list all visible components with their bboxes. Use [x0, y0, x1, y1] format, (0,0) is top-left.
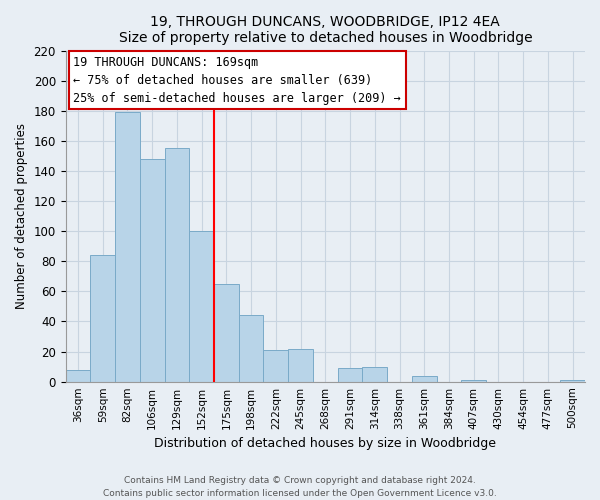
Bar: [164, 148, 190, 382]
Bar: [461, 380, 486, 382]
Bar: [412, 376, 437, 382]
Bar: [65, 370, 91, 382]
Y-axis label: Number of detached properties: Number of detached properties: [15, 123, 28, 309]
Bar: [560, 380, 585, 382]
Bar: [190, 231, 214, 382]
Bar: [214, 284, 239, 382]
Text: Contains HM Land Registry data © Crown copyright and database right 2024.
Contai: Contains HM Land Registry data © Crown c…: [103, 476, 497, 498]
Bar: [362, 366, 387, 382]
Bar: [239, 316, 263, 382]
Bar: [140, 159, 164, 382]
Bar: [263, 350, 288, 382]
Bar: [338, 368, 362, 382]
Title: 19, THROUGH DUNCANS, WOODBRIDGE, IP12 4EA
Size of property relative to detached : 19, THROUGH DUNCANS, WOODBRIDGE, IP12 4E…: [119, 15, 532, 45]
Text: 19 THROUGH DUNCANS: 169sqm
← 75% of detached houses are smaller (639)
25% of sem: 19 THROUGH DUNCANS: 169sqm ← 75% of deta…: [73, 56, 401, 104]
Bar: [91, 255, 115, 382]
X-axis label: Distribution of detached houses by size in Woodbridge: Distribution of detached houses by size …: [154, 437, 496, 450]
Bar: [115, 112, 140, 382]
Bar: [288, 348, 313, 382]
